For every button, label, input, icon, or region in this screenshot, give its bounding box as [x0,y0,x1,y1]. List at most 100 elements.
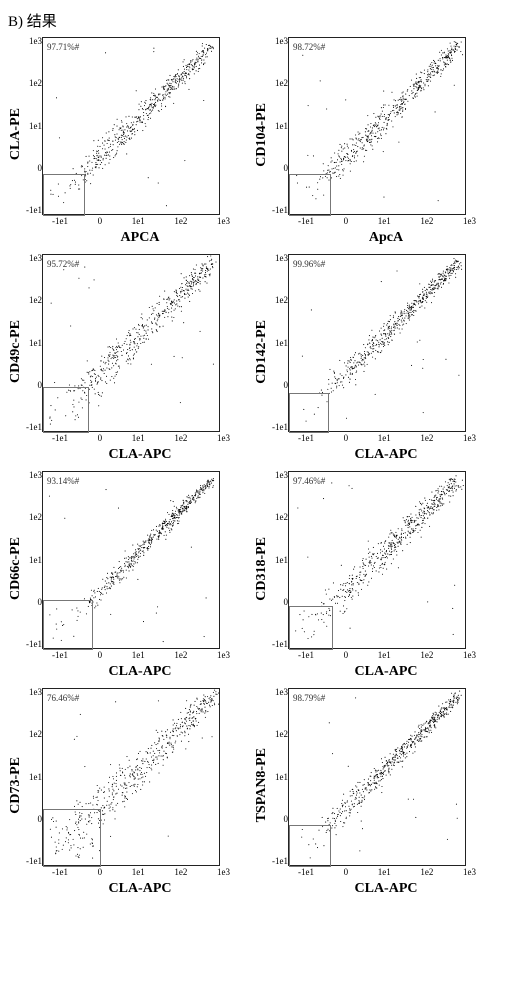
xtick: -1e1 [298,651,314,660]
xtick: 1e3 [217,651,230,660]
scatter-panel: CD318-PE 1e31e21e10-1e1 97.46%# -1e101e1… [254,471,498,680]
ytick: 1e1 [29,556,42,565]
xtick: 1e2 [420,217,433,226]
scatter-panel: CLA-PE 1e31e21e10-1e1 97.71%# -1e101e11e… [8,37,252,246]
ytick: -1e1 [272,423,288,432]
scatter-plot: 98.79%# [288,688,466,866]
xtick: 1e3 [463,434,476,443]
x-ticks: -1e101e11e21e3 [52,651,230,660]
x-axis-label: CLA-PE [8,108,24,160]
ytick: -1e1 [26,423,42,432]
xtick: 1e2 [420,868,433,877]
xtick: 0 [98,868,103,877]
x-axis-label: TSPAN8-PE [254,748,270,822]
xtick: 1e3 [217,217,230,226]
ytick: -1e1 [26,640,42,649]
x-ticks: -1e101e11e21e3 [52,217,230,226]
ytick: -1e1 [26,206,42,215]
ytick: 1e2 [275,513,288,522]
panel-grid: CLA-PE 1e3 1e2 1e1 0 -1e1 97.71%# -1e1 0 1e1 1e… [8,37,498,897]
xtick: -1e1 [52,868,68,877]
gate-box [43,387,89,433]
xtick: 1e1 [378,651,391,660]
scatter-plot: 93.14%# [42,471,220,649]
scatter-panel: CD104-PE 1e31e21e10-1e1 98.72%# -1e101e1… [254,37,498,246]
ytick: 1e1 [275,122,288,131]
x-ticks: -1e1 0 1e1 1e2 1e3 [298,868,476,877]
ytick: -1e1 [272,640,288,649]
x-ticks: -1e101e11e21e3 [298,434,476,443]
ytick: 1e2 [275,730,288,739]
xtick: -1e1 [52,651,68,660]
y-ticks: 1e31e21e10-1e1 [272,471,288,649]
xtick: 1e1 [378,217,391,226]
xtick: 0 [98,217,103,226]
ytick: 1e3 [29,254,42,263]
y-axis-label: CLA-APC [109,881,172,897]
gate-percent-label: 93.14%# [47,476,79,486]
x-axis-label: CD318-PE [254,537,270,601]
y-axis-label: CLA-APC [109,664,172,680]
ytick: 1e3 [275,37,288,46]
scatter-panel: CD66c-PE 1e31e21e10-1e1 93.14%# -1e101e1… [8,471,252,680]
xtick: 1e1 [132,434,145,443]
ytick: 1e1 [29,122,42,131]
gate-percent-label: 97.46%# [293,476,325,486]
y-axis-label: ApcA [369,230,403,246]
ytick: 1e2 [29,79,42,88]
x-axis-label: CD49c-PE [8,320,24,383]
xtick: 0 [344,651,349,660]
x-axis-label: CD142-PE [254,320,270,384]
xtick: 0 [98,434,103,443]
x-ticks: -1e101e11e21e3 [52,434,230,443]
xtick: -1e1 [52,217,68,226]
xtick: 0 [98,651,103,660]
gate-percent-label: 99.96%# [293,259,325,269]
gate-percent-label: 76.46%# [47,693,79,703]
scatter-plot: 76.46%# [42,688,220,866]
x-axis-label: CD73-PE [8,757,24,814]
ytick: 1e2 [29,513,42,522]
ytick: 1e3 [275,688,288,697]
scatter-plot: 97.46%# [288,471,466,649]
xtick: 1e2 [420,651,433,660]
scatter-plot: 97.71%# [42,37,220,215]
ytick: 1e3 [275,471,288,480]
gate-percent-label: 95.72%# [47,259,79,269]
y-ticks: 1e31e21e10-1e1 [26,37,42,215]
y-ticks: 1e31e21e10-1e1 [272,688,288,866]
y-axis-label: CLA-APC [355,664,418,680]
ytick: 1e3 [29,688,42,697]
xtick: 1e2 [174,868,187,877]
x-ticks: -1e1 0 1e1 1e2 1e3 [52,868,230,877]
xtick: -1e1 [52,434,68,443]
y-ticks: 1e31e21e10-1e1 [26,254,42,432]
gate-box [43,809,101,867]
gate-box [289,825,331,867]
xtick: 1e3 [217,868,230,877]
scatter-plot: 98.72%# [288,37,466,215]
gate-box [289,393,329,433]
xtick: -1e1 [298,868,314,877]
ytick: 1e3 [29,37,42,46]
scatter-panel: CD73-PE 1e3 1e2 1e1 0 -1e1 76.46%# -1e1 0 1e1 1… [8,688,252,897]
ytick: 1e2 [29,730,42,739]
gate-percent-label: 98.79%# [293,693,325,703]
xtick: 1e3 [463,651,476,660]
scatter-panel: CD49c-PE 1e31e21e10-1e1 95.72%# -1e101e1… [8,254,252,463]
gate-box [289,606,333,650]
figure-title: B) 结果 [8,10,498,31]
xtick: -1e1 [298,217,314,226]
xtick: 1e3 [463,868,476,877]
x-axis-label: CD104-PE [254,103,270,167]
xtick: 1e1 [378,868,391,877]
ytick: 1e2 [29,296,42,305]
gate-percent-label: 97.71%# [47,42,79,52]
ytick: -1e1 [272,857,288,866]
xtick: 0 [344,868,349,877]
x-ticks: -1e101e11e21e3 [298,217,476,226]
xtick: 1e1 [132,868,145,877]
gate-box [43,174,85,216]
xtick: 1e2 [174,217,187,226]
y-ticks: 1e31e21e10-1e1 [26,471,42,649]
